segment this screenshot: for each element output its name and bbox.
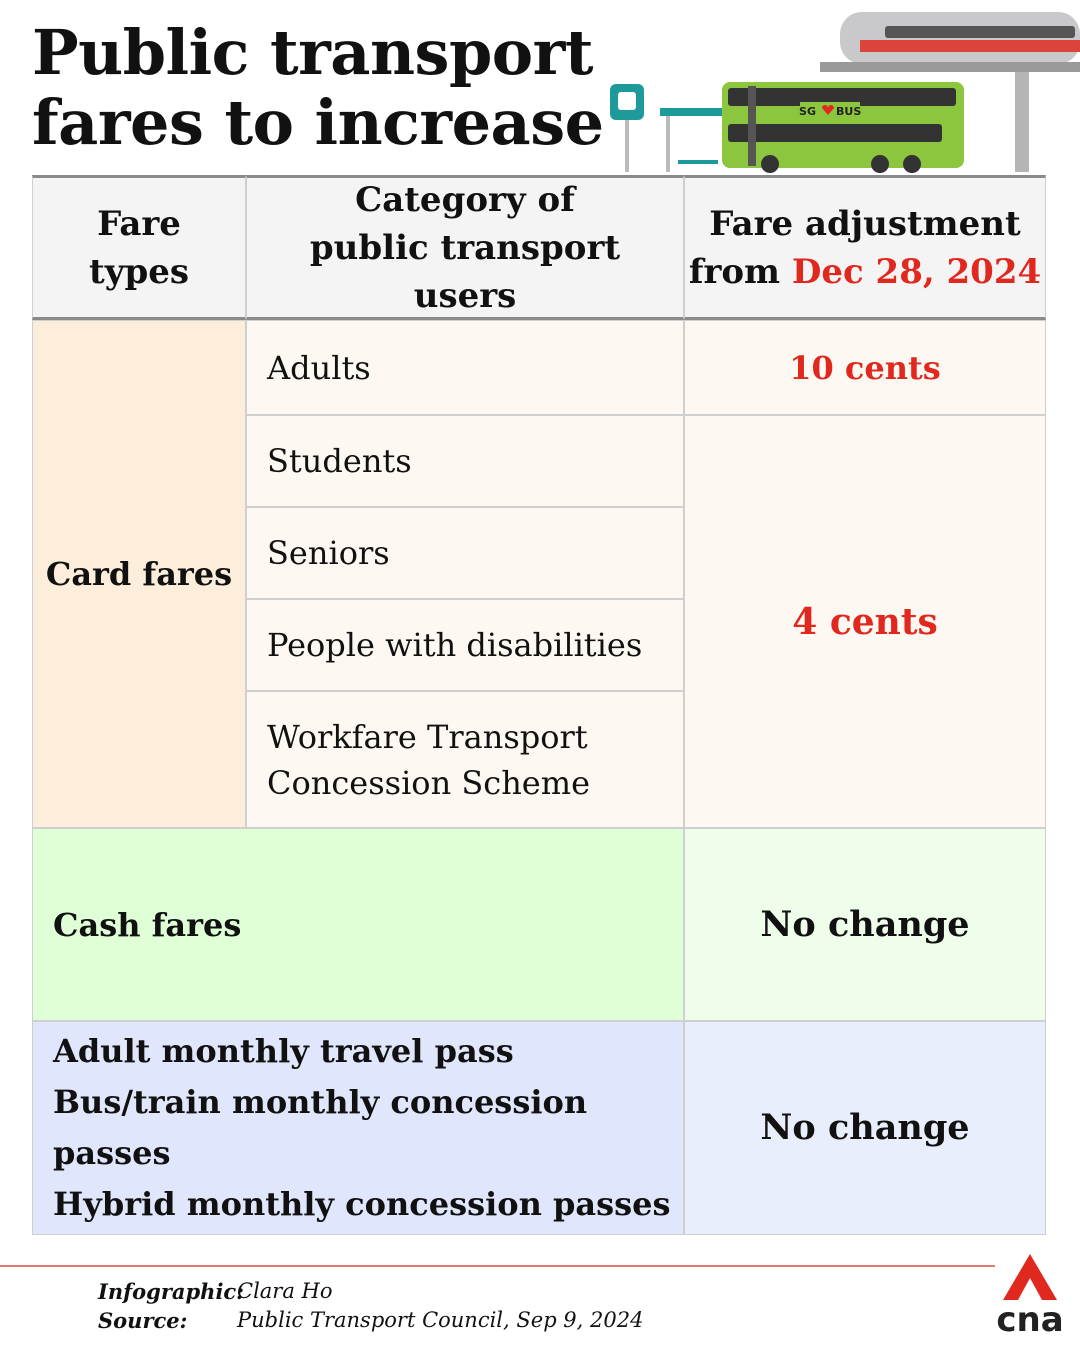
title-line: fares to increase [32,86,604,159]
pass-label: Adult monthly travel pass [53,1032,514,1070]
credit-value: Public Transport Council, Sep 9, 2024 [237,1308,644,1332]
row-label: Cash fares [32,828,684,1021]
title-line: Public transport [32,16,593,89]
bus-logo: SG [799,105,816,118]
column-header: Category of public transport users [246,175,684,320]
row-label: Adult monthly travel pass Bus/train mont… [32,1021,684,1235]
adjustment: No change [684,828,1046,1021]
logo: cna [996,1254,1064,1340]
column-header: Fare adjustment from Dec 28, 2024 [684,175,1046,320]
header-date: Dec 28, 2024 [791,251,1042,292]
footer-rule [0,1265,995,1267]
category: Seniors [246,507,684,599]
adjustment: No change [684,1021,1046,1235]
credit-value: Clara Ho [237,1279,333,1303]
pass-label: Bus/train monthly concession passes [53,1083,588,1172]
pass-label: Hybrid monthly concession passes [53,1185,671,1223]
header-text: Fare adjustment from [688,203,1021,292]
adjustment: 4 cents [684,415,1046,828]
column-header: Fare types [32,175,246,320]
bus-logo: BUS [836,105,861,118]
category: People with disabilities [246,599,684,691]
adjustment: 10 cents [684,320,1046,415]
row-label: Card fares [32,320,246,828]
category: Adults [246,320,684,415]
logo-text: cna [996,1300,1063,1340]
illustration: SG BUS [610,12,1080,173]
credit-label: Infographic: [98,1279,244,1304]
category: Students [246,415,684,507]
credit-label: Source: [98,1308,188,1333]
title: Public transport fares to increase [32,18,604,158]
category: Workfare Transport Concession Scheme [246,691,684,828]
